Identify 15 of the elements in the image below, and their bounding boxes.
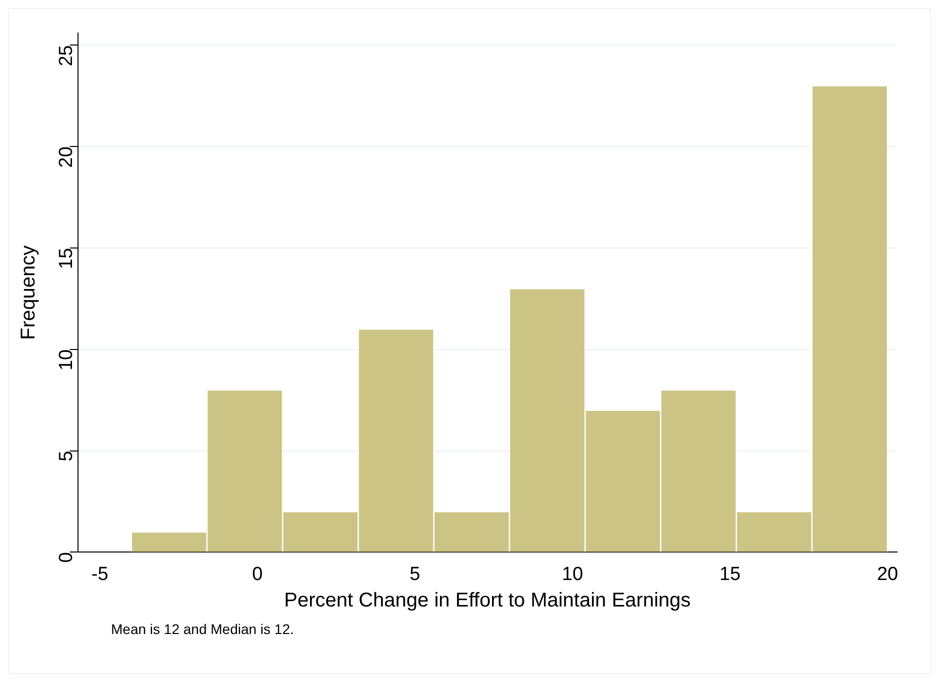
y-tick-label: 20 (56, 146, 78, 168)
y-axis-title: Frequency (18, 245, 40, 340)
x-tick-label: 0 (252, 564, 263, 585)
x-tick-label: -5 (91, 564, 108, 585)
y-tick-label: 0 (56, 552, 78, 563)
x-tick-label: 20 (876, 564, 898, 585)
x-axis-title: Percent Change in Effort to Maintain Earnings (284, 590, 691, 612)
y-tick-label: 5 (56, 450, 78, 462)
y-tick-label: 15 (56, 248, 78, 270)
x-tick-label: 10 (562, 564, 584, 585)
text: Mean is 12 and Median is 12. (111, 621, 294, 637)
x-tick-label: 15 (719, 564, 741, 585)
y-tick-label: 10 (56, 349, 78, 371)
x-tick-label: 5 (410, 564, 420, 585)
y-tick-label: 25 (56, 45, 78, 66)
